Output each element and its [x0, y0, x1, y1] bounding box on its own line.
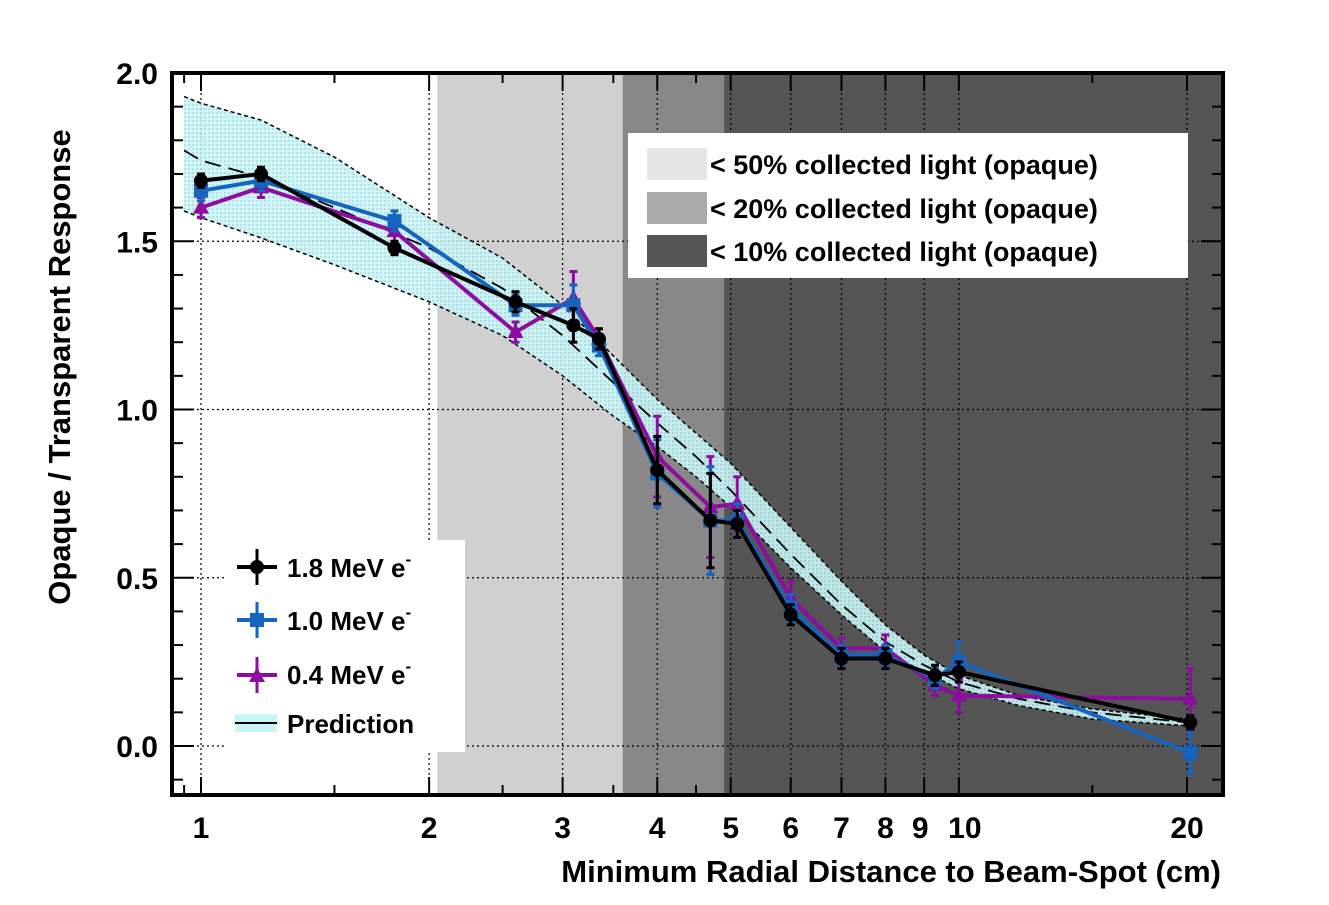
data-point — [951, 664, 966, 679]
legend-marker-1-8-mev — [250, 560, 264, 574]
y-tick-label: 0.0 — [116, 731, 158, 764]
prediction-lower-edge — [183, 210, 1188, 727]
data-point — [650, 463, 665, 478]
data-point — [950, 686, 967, 702]
region-legend: < 50% collected light (opaque) < 20% col… — [628, 133, 1188, 278]
data-point — [703, 513, 718, 528]
series-1-8-mev-e- — [194, 165, 1198, 731]
x-tick-label: 2 — [421, 812, 438, 845]
prediction-center-line — [183, 149, 1188, 724]
data-point — [194, 173, 208, 188]
legend-entry-prediction: Prediction — [235, 709, 414, 739]
legend-label-0-4-mev: 0.4 MeV e- — [287, 657, 411, 690]
legend-sup-0-4-mev: - — [406, 657, 412, 676]
data-point — [508, 294, 523, 309]
region-0 — [437, 73, 623, 795]
y-tick-label: 0.5 — [116, 563, 158, 596]
legend-sup-1-8-mev: - — [406, 550, 412, 569]
data-point — [834, 651, 849, 666]
region-legend-label-20: < 20% collected light (opaque) — [710, 194, 1098, 224]
x-tick-label: 8 — [877, 812, 894, 845]
region-legend-swatch-20 — [647, 192, 707, 224]
data-point — [927, 668, 942, 683]
series-legend: 1.8 MeV e- 1.0 MeV e- 0.4 MeV e- Predict… — [225, 540, 465, 752]
region-legend-swatch-10 — [647, 235, 707, 267]
x-tick-label: 3 — [554, 812, 571, 845]
data-point — [507, 323, 524, 339]
data-point — [783, 607, 798, 622]
x-tick-label: 6 — [782, 812, 799, 845]
data-point — [1182, 689, 1199, 705]
x-tick-label: 7 — [833, 812, 850, 845]
region-legend-swatch-50 — [647, 148, 707, 180]
data-point — [730, 516, 745, 531]
data-point — [566, 318, 581, 333]
x-tick-label: 9 — [912, 812, 929, 845]
data-point — [1183, 715, 1198, 730]
data-point — [878, 651, 893, 666]
plot-frame — [170, 71, 1225, 797]
data-series — [193, 165, 1199, 775]
legend-marker-1-0-mev — [250, 613, 264, 627]
data-point — [193, 198, 209, 214]
y-axis-title: Opaque / Transparent Response — [42, 129, 77, 604]
legend-entry-0-4-mev: 0.4 MeV e- — [237, 657, 411, 693]
legend-label-1-8-mev: 1.8 MeV e- — [287, 550, 411, 583]
x-tick-label: 1 — [193, 812, 210, 845]
prediction-upper-edge — [183, 95, 1188, 720]
y-tick-label: 1.0 — [116, 395, 158, 428]
x-tick-label: 5 — [722, 812, 739, 845]
region-legend-label-50: < 50% collected light (opaque) — [710, 150, 1098, 180]
legend-sup-1-0-mev: - — [406, 603, 412, 622]
data-point — [1183, 745, 1198, 760]
legend-entry-1-8-mev: 1.8 MeV e- — [237, 549, 411, 585]
prediction-band — [183, 95, 1188, 727]
region-legend-box — [628, 133, 1188, 278]
data-point — [591, 331, 606, 346]
legend-marker-0-4-mev — [249, 667, 265, 682]
x-tick-label: 20 — [1170, 812, 1203, 845]
legend-label-prediction: Prediction — [287, 709, 414, 739]
x-tick-label: 4 — [649, 812, 666, 845]
axis-ticks: 1 2 3 4 5 6 7 8 9 10 20 0.0 0.5 1.0 1.5 2.0 — [116, 58, 1223, 845]
data-point — [387, 214, 402, 229]
y-tick-label: 1.5 — [116, 226, 158, 259]
region-legend-label-10: < 10% collected light (opaque) — [710, 237, 1098, 267]
x-axis-title: Minimum Radial Distance to Beam-Spot (cm… — [561, 854, 1221, 889]
legend-entry-1-0-mev: 1.0 MeV e- — [237, 602, 411, 638]
y-tick-label: 2.0 — [116, 58, 158, 91]
data-point — [387, 240, 402, 255]
prediction-band-area — [184, 96, 1188, 726]
x-tick-label: 10 — [948, 812, 981, 845]
legend-label-1-0-mev: 1.0 MeV e- — [287, 603, 411, 636]
axes-frame — [170, 71, 1225, 797]
data-point — [254, 166, 269, 181]
